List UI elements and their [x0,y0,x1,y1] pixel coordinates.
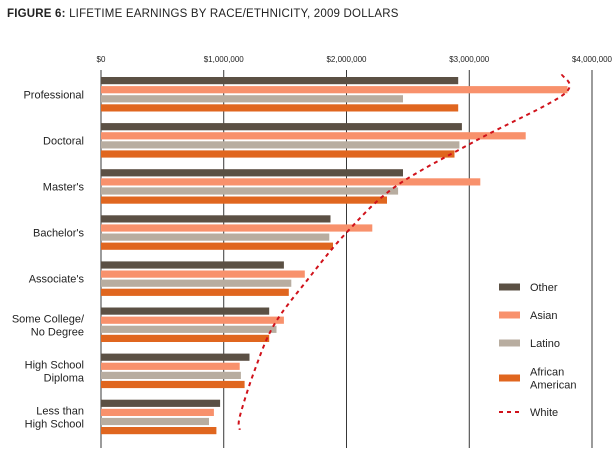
bar-asian [101,362,240,370]
category-label: Master's [43,181,85,193]
bar-asian [101,86,568,94]
bar-latino [101,141,460,149]
bar-other [101,399,221,407]
white-line [237,73,571,431]
bar-african-american [101,288,289,296]
bar-asian [101,132,526,140]
bar-other [101,169,403,177]
bar-asian [101,408,214,416]
x-tick-label: $2,000,000 [326,55,367,64]
bar-asian [101,178,481,186]
bar-latino [101,95,403,103]
category-label: Associate's [29,274,85,286]
bar-latino [101,279,292,287]
legend-swatch [499,339,520,347]
legend-label: White [530,407,558,419]
x-tick-label: $1,000,000 [204,55,245,64]
bar-other [101,123,462,131]
bar-latino [101,417,209,426]
bar-african-american [101,196,387,204]
legend-label: African American [530,367,576,392]
category-label: Bachelor's [33,228,85,240]
category-label: Less than High School [25,405,84,430]
bar-other [101,307,270,315]
bar-latino [101,233,330,241]
bar-other [101,261,284,269]
bar-asian [101,224,373,232]
bar-african-american [101,150,455,158]
category-label: Professional [23,89,84,101]
bar-asian [101,316,284,324]
category-label: Some College/No Degree [12,313,85,338]
bar-latino [101,325,277,333]
bar-african-american [101,104,459,112]
bar-asian [101,270,305,278]
x-tick-label: $0 [97,55,106,64]
bar-african-american [101,242,333,250]
bar-latino [101,187,399,195]
bar-african-american [101,427,217,435]
chart-title-prefix: FIGURE 6: [7,8,66,20]
legend-label: Other [530,282,558,294]
bar-african-american [101,334,270,342]
legend-swatch [499,374,520,382]
x-tick-label: $3,000,000 [449,55,490,64]
bar-african-american [101,380,245,389]
legend-label: Latino [530,338,560,350]
bar-latino [101,371,241,379]
bar-other [101,215,331,223]
bar-other [101,77,459,85]
x-tick-label: $4,000,000 [572,55,613,64]
category-label: High School Diploma [25,359,85,384]
legend-label: Asian [530,310,558,322]
chart-title: FIGURE 6: LIFETIME EARNINGS BY RACE/ETHN… [7,8,399,20]
chart-title-text: LIFETIME EARNINGS BY RACE/ETHNICITY, 200… [69,8,399,20]
category-label: Doctoral [43,135,84,147]
legend-swatch [499,311,520,319]
bar-other [101,353,250,361]
legend-swatch [499,283,520,291]
